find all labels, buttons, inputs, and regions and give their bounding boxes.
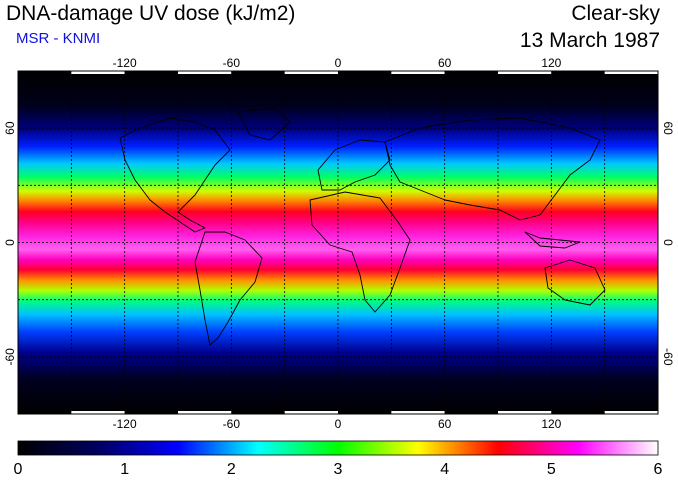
- frame-tick: [391, 411, 445, 414]
- frame-tick: [604, 411, 658, 414]
- frame-tick: [71, 71, 125, 74]
- lon-labels-top: -120 -60 0 60 120: [113, 56, 562, 70]
- greenland-outline: [237, 107, 291, 141]
- lat-tick-label: 60: [3, 121, 17, 135]
- frame-tick: [284, 411, 338, 414]
- south-america-outline: [194, 231, 263, 346]
- frame-tick: [124, 71, 178, 74]
- frame-tick: [338, 71, 392, 74]
- source-label: MSR - KNMI: [16, 30, 101, 47]
- indonesia-outline: [524, 231, 581, 249]
- frame-tick: [444, 71, 498, 74]
- lon-tick-label: 60: [438, 56, 452, 70]
- colorbar-tick-label: 0: [14, 461, 23, 478]
- map-title: DNA-damage UV dose (kJ/m2): [6, 2, 296, 25]
- frame-tick: [178, 71, 232, 74]
- lon-tick-label: 120: [541, 56, 561, 70]
- colorbar-tick-label: 3: [334, 461, 343, 478]
- frame-tick: [231, 71, 285, 74]
- colorbar-tick-label: 5: [547, 461, 556, 478]
- africa-outline: [309, 191, 411, 313]
- date-label: 13 March 1987: [519, 29, 660, 52]
- sky-condition-label: Clear-sky: [571, 2, 660, 25]
- frame-tick: [124, 411, 178, 414]
- frame-tick: [498, 71, 552, 74]
- colorbar: 0 1 2 3 4 5 6: [14, 440, 663, 478]
- lon-tick-label: 0: [335, 56, 342, 70]
- north-america-outline: [119, 117, 231, 233]
- lat-tick-label: -60: [661, 348, 675, 366]
- frame-tick: [444, 411, 498, 414]
- frame-tick: [18, 71, 72, 74]
- frame-tick: [551, 411, 605, 414]
- map-frame: [17, 70, 659, 415]
- frame-tick: [551, 71, 605, 74]
- frame-tick: [178, 411, 232, 414]
- colorbar-tick-label: 6: [654, 461, 663, 478]
- colorbar-tick-label: 2: [227, 461, 236, 478]
- europe-outline: [317, 139, 391, 191]
- colorbar-gradient: [17, 440, 659, 456]
- frame-ticks: [18, 71, 658, 414]
- lat-labels-left: 60 0 -60: [3, 121, 17, 365]
- colorbar-tick-labels: 0 1 2 3 4 5 6: [14, 461, 663, 478]
- frame-tick: [498, 411, 552, 414]
- graticule: [18, 71, 658, 414]
- lon-tick-label: -120: [113, 417, 137, 431]
- map-border: [17, 70, 659, 415]
- frame-tick: [604, 71, 658, 74]
- lat-tick-label: 0: [661, 239, 675, 246]
- lon-tick-label: 60: [438, 417, 452, 431]
- lat-tick-label: -60: [3, 348, 17, 366]
- lon-tick-label: -60: [223, 56, 241, 70]
- frame-tick: [338, 411, 392, 414]
- frame-tick: [18, 411, 72, 414]
- continent-outlines: [119, 107, 606, 346]
- lon-labels-bottom: -120 -60 0 60 120: [113, 417, 562, 431]
- lat-labels-right: 60 0 -60: [661, 121, 675, 365]
- frame-tick: [71, 411, 125, 414]
- asia-outline: [384, 117, 601, 221]
- lat-tick-label: 0: [3, 239, 17, 246]
- lon-tick-label: -60: [223, 417, 241, 431]
- colorbar-tick-label: 4: [440, 461, 449, 478]
- colorbar-tick-label: 1: [120, 461, 129, 478]
- frame-tick: [391, 71, 445, 74]
- lon-tick-label: 120: [541, 417, 561, 431]
- frame-tick: [231, 411, 285, 414]
- frame-tick: [284, 71, 338, 74]
- australia-outline: [544, 259, 606, 306]
- lon-tick-label: 0: [335, 417, 342, 431]
- lon-tick-label: -120: [113, 56, 137, 70]
- lat-tick-label: 60: [661, 121, 675, 135]
